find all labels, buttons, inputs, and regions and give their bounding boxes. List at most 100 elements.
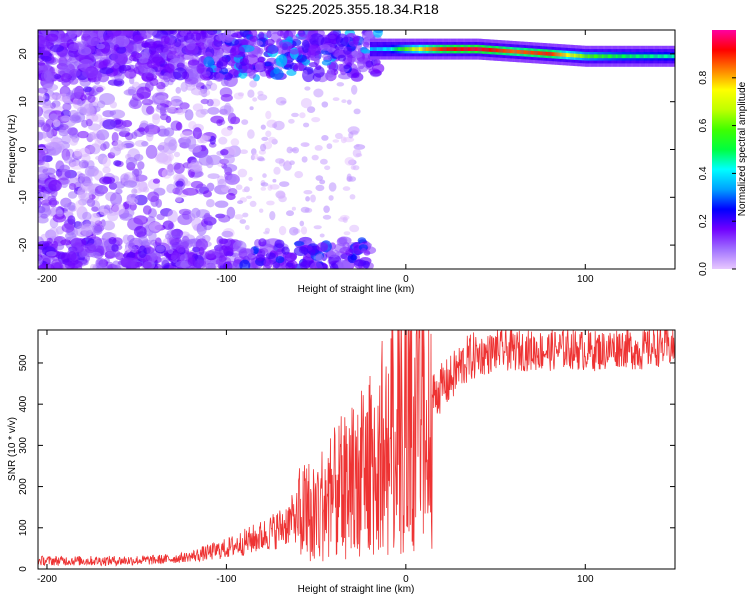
spectrogram-ridge-cell (571, 53, 573, 58)
spectrogram-blob (258, 31, 265, 40)
spectrogram-blob (203, 190, 212, 198)
spectrogram-blob (258, 238, 267, 247)
spectrogram-ridge-cell (422, 47, 424, 51)
spectrogram-blob (146, 123, 155, 130)
spectrogram-blob (81, 223, 94, 237)
spectrogram-blob (293, 241, 305, 247)
spectrogram-blob (67, 191, 78, 199)
spectrogram-blob (191, 87, 204, 96)
spectrogram-ridge-cell (451, 47, 454, 51)
spectrogram-ridge-cell (590, 54, 592, 59)
spectrogram-ridge-cell (507, 49, 510, 53)
spectrogram-ridge-cell (628, 54, 630, 59)
spectrogram-ridge-cell (544, 51, 546, 56)
spectrogram-blob (273, 166, 281, 175)
colorbar-tick-label: 0.0 (698, 262, 709, 276)
spectrogram-blob (265, 130, 272, 138)
spectrogram-blob (151, 252, 161, 261)
spectrogram-blob (253, 245, 259, 254)
spectrogram-blob (52, 213, 67, 223)
spectrogram-ridge-cell (654, 54, 656, 59)
spectrogram-ridge-cell (483, 47, 485, 52)
spectrogram-ridge-cell (624, 54, 626, 59)
spectrogram-ridge-cell (379, 47, 381, 51)
spectrogram-ridge-cell (442, 47, 444, 51)
spectrogram-ridge-cell (585, 54, 587, 59)
spectrogram-blob (99, 93, 115, 105)
spectrogram-blob (237, 168, 248, 178)
spectrogram-blob (263, 231, 270, 235)
spectrogram-blob (274, 239, 285, 249)
spectrogram-ridge-cell (522, 50, 525, 54)
spectrogram-ridge-cell (448, 47, 450, 51)
spectrogram-ridge-cell (543, 51, 545, 56)
spectrogram-ridge-cell (621, 54, 624, 59)
colorbar-ticks: 0.0 0.2 0.4 0.6 0.8 (698, 70, 736, 276)
spectrogram-blob (148, 230, 157, 242)
spectrogram-ridge-cell (523, 50, 526, 55)
spectrogram-ridge-cell (467, 47, 470, 51)
spectrogram-blob (249, 80, 257, 88)
spectrogram-ridge-cell (532, 50, 534, 55)
spectrogram-blob (87, 94, 96, 103)
spectrogram-ridge-cell (501, 48, 503, 53)
spectrogram-blob (91, 206, 99, 212)
spectrogram-blob (142, 261, 152, 269)
spectrogram-ridge-cell (444, 47, 446, 51)
spectrogram-blob (279, 181, 290, 188)
spectrogram-ridge-cell (596, 54, 598, 59)
spectrogram-blob (192, 127, 202, 140)
spectrogram-ridge-cell (546, 51, 548, 56)
spectrogram-ridge-cell (410, 47, 413, 51)
spectrogram-blob (360, 248, 367, 254)
spectrogram-blob (221, 230, 234, 238)
spectrogram-ridge-cell (387, 47, 389, 51)
spectrogram-ridge-cell (419, 47, 421, 51)
spectrogram-ridge-cell (541, 51, 543, 56)
spectrogram-blob (301, 156, 308, 163)
spectrogram-blob (68, 110, 79, 117)
spectrogram-blob (48, 227, 59, 239)
spectrogram-blob (286, 210, 294, 217)
spectrogram-blob (77, 130, 89, 139)
spectrogram-blob (361, 49, 372, 54)
spectrogram-blob (313, 88, 324, 98)
spectrogram-blob (96, 129, 110, 141)
spectrogram-ridge-cell (495, 48, 498, 53)
spectrogram-ridge-cell (576, 53, 578, 58)
spectrogram-ridge-cell (672, 54, 674, 59)
spectrogram-blob (342, 216, 348, 223)
spectrogram-blob (269, 211, 276, 221)
spectrogram-blob (275, 54, 288, 67)
spectrogram-ridge-cell (526, 50, 528, 55)
spectrogram-blob (268, 30, 281, 35)
spectrogram-blob (159, 105, 166, 114)
spectrogram-blob (210, 115, 225, 124)
spectrogram-blob (79, 147, 90, 158)
spectrogram-blob (353, 108, 361, 115)
spectrogram-blob (307, 106, 316, 113)
spectrogram-ridge-cell (623, 54, 625, 59)
spectrogram-blob (102, 166, 111, 174)
spectrogram-blob (79, 30, 91, 37)
spectrogram-ridge-cell (380, 47, 382, 51)
spectrogram-blob (167, 245, 174, 255)
spectrogram-blob (316, 242, 329, 252)
spectrogram-blob (162, 46, 177, 56)
spectrogram-ridge-cell (603, 54, 605, 59)
spectrogram-ridge-cell (537, 51, 540, 55)
spectrogram-blob (260, 182, 269, 187)
spectrogram-ridge-cell (629, 54, 631, 59)
spectrogram-blob (249, 106, 254, 111)
spectrogram-blob (96, 86, 104, 93)
spectrogram-blob (344, 157, 355, 166)
spectrogram-ridge-cell (649, 54, 652, 59)
spectrogram-ridge-cell (550, 52, 553, 56)
spectrogram-blob (119, 64, 132, 71)
y-tick-label: 400 (18, 395, 29, 412)
spectrogram-blob (228, 69, 241, 76)
spectrogram-blob (136, 86, 152, 100)
spectrogram-blob (230, 45, 245, 58)
spectrogram-blob (203, 84, 212, 90)
spectrogram-ridge-cell (511, 49, 513, 54)
